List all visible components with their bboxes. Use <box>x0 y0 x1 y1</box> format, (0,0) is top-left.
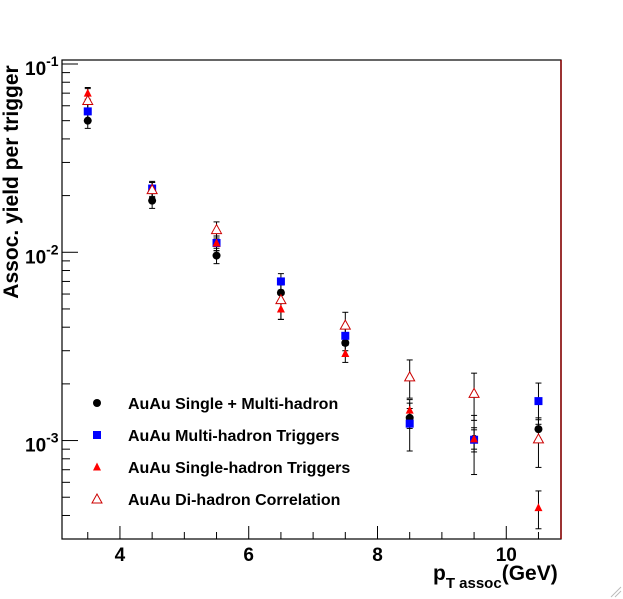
legend-marker <box>91 492 103 504</box>
legend: AuAu Single + Multi-hadron AuAu Multi-had… <box>91 396 350 509</box>
legend-label: AuAu Multi-hadron Triggers <box>128 428 340 445</box>
legend-marker <box>93 431 101 439</box>
x-axis-label-main: p <box>433 562 446 585</box>
data-point <box>468 387 480 398</box>
data-point <box>83 116 92 125</box>
x-tick-label: 6 <box>243 545 254 566</box>
x-axis-label-unit: (GeV) <box>502 562 558 585</box>
resize-grip-icon <box>610 586 622 598</box>
axis-ticks <box>62 63 539 540</box>
y-tick-label-base: 10 <box>25 247 46 268</box>
y-tick-label-exponent: -3 <box>46 430 59 446</box>
y-tick-label-base: 10 <box>25 59 46 80</box>
data-point <box>148 196 157 205</box>
data-point <box>341 338 350 347</box>
y-tick-label-base: 10 <box>25 436 46 457</box>
data-point <box>341 331 350 340</box>
data-point <box>276 277 285 286</box>
legend-label: AuAu Single + Multi-hadron <box>128 396 338 413</box>
data-point <box>275 293 287 305</box>
x-tick-label: 8 <box>372 545 383 566</box>
data-point <box>405 419 414 428</box>
data-point <box>534 397 543 406</box>
data-point <box>83 88 92 97</box>
y-axis-label: Assoc. yield per trigger <box>0 65 23 298</box>
data-point <box>470 434 479 443</box>
data-point <box>276 304 285 313</box>
data-point <box>81 94 94 105</box>
x-axis-label-subscript: T assoc <box>446 575 502 592</box>
y-tick-label: 10-1 <box>25 53 59 80</box>
data-point <box>403 370 416 382</box>
data-point <box>532 432 545 444</box>
data-point <box>339 319 352 330</box>
legend-marker <box>93 462 101 471</box>
y-tick-label-exponent: -2 <box>46 241 59 257</box>
data-points <box>81 88 545 512</box>
x-axis-label: pT assoc(GeV) <box>433 562 558 592</box>
legend-label: AuAu Single-hadron Triggers <box>128 460 350 477</box>
data-point <box>146 183 158 195</box>
y-tick-label: 10-3 <box>25 430 59 457</box>
data-point <box>83 107 92 116</box>
data-point <box>212 238 221 247</box>
data-point <box>534 425 543 434</box>
legend-label: AuAu Di-hadron Correlation <box>128 492 340 509</box>
data-point <box>405 405 414 414</box>
data-point <box>276 288 285 297</box>
x-tick-label: 4 <box>115 545 126 566</box>
y-tick-label-exponent: -1 <box>46 53 59 69</box>
data-point <box>212 251 221 260</box>
data-point <box>534 503 543 512</box>
data-point <box>210 223 223 235</box>
x-tick-label: 10 <box>496 545 517 566</box>
y-tick-label: 10-2 <box>25 241 59 268</box>
legend-marker <box>93 399 101 407</box>
data-point <box>341 348 350 357</box>
